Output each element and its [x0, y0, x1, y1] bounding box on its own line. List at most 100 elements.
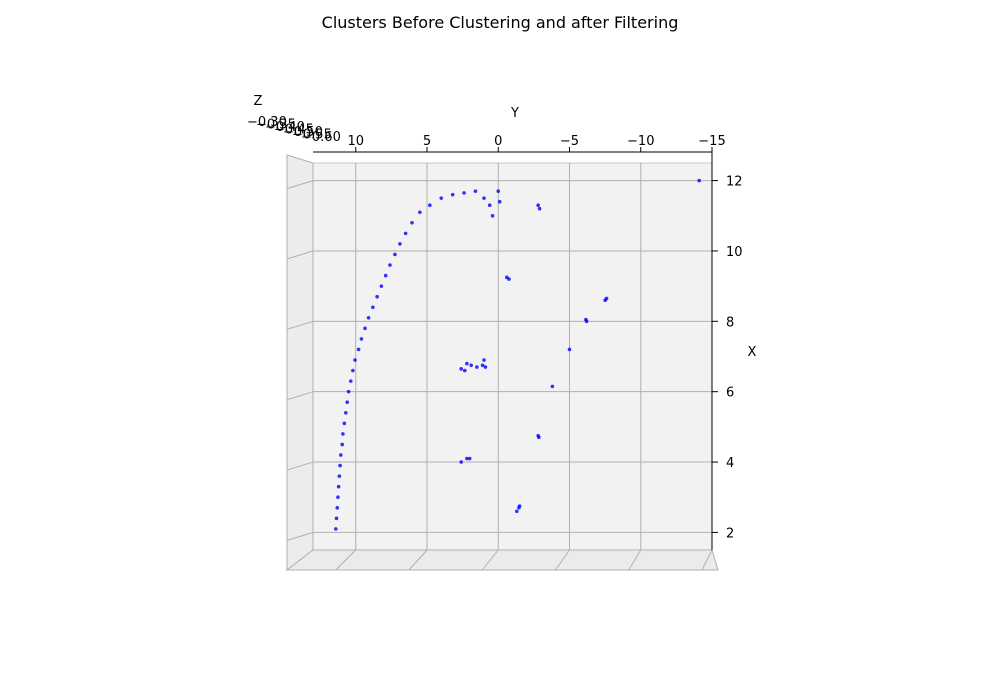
z-tick-label: −0.30 — [247, 115, 287, 130]
x-tick-label: 12 — [726, 175, 743, 190]
side-grid-line — [286, 531, 314, 541]
data-point — [343, 410, 348, 415]
z-tick-label: −0.55 — [292, 128, 332, 143]
data-point — [439, 196, 444, 200]
data-point — [483, 365, 488, 369]
y-tick-label: −5 — [560, 134, 579, 149]
data-point — [537, 435, 541, 440]
data-point — [462, 191, 466, 195]
data-point — [403, 231, 408, 236]
data-point — [487, 203, 492, 208]
data-point — [473, 189, 478, 193]
data-point — [379, 284, 384, 288]
data-point — [398, 242, 402, 246]
data-point — [567, 347, 572, 352]
data-point — [428, 203, 432, 208]
x-axis-label: X — [748, 345, 757, 360]
floor-grid-line — [701, 549, 713, 571]
data-point — [334, 516, 339, 521]
data-point — [410, 221, 414, 225]
chart-title: Clusters Before Clustering and after Fil… — [322, 13, 679, 32]
data-point — [375, 294, 379, 299]
y-tick-label: 5 — [423, 134, 431, 149]
data-point — [475, 365, 479, 369]
floor-grid-line — [408, 549, 428, 571]
data-point — [337, 474, 342, 478]
side-grid-line — [286, 391, 314, 401]
data-point — [697, 178, 701, 183]
axes — [313, 151, 713, 550]
z-tick-label: −0.60 — [301, 130, 341, 145]
y-tick-label: 0 — [494, 134, 502, 149]
data-point — [388, 263, 392, 267]
data-point — [450, 192, 455, 197]
floor-grid-line — [481, 549, 499, 571]
data-point — [359, 337, 364, 341]
z-tick-label: −0.40 — [265, 120, 305, 135]
data-point — [351, 368, 355, 373]
data-point — [584, 317, 588, 322]
z-tick-label: −0.35 — [256, 118, 296, 133]
side-grid-line — [286, 180, 314, 190]
plot-pane — [312, 162, 713, 551]
side-grid-line — [286, 250, 314, 260]
floor-grid-line — [555, 549, 570, 571]
data-point — [604, 296, 609, 301]
x-tick-label: 10 — [726, 245, 743, 260]
data-point — [393, 252, 397, 257]
side-grid-line — [286, 461, 314, 471]
data-point — [496, 189, 501, 193]
data-point — [353, 358, 357, 362]
y-axis-label: Y — [510, 106, 519, 121]
data-point — [338, 453, 343, 457]
data-point — [348, 379, 353, 383]
data-point — [514, 509, 519, 514]
y-tick-label: 10 — [347, 134, 364, 149]
data-point — [480, 363, 485, 368]
data-points — [334, 178, 701, 531]
data-point — [366, 316, 371, 320]
data-point — [345, 400, 350, 405]
data-point — [371, 305, 375, 310]
data-point — [507, 277, 511, 281]
data-point — [497, 199, 502, 204]
data-point — [459, 367, 464, 371]
y-tick-label: −10 — [627, 134, 654, 149]
data-point — [462, 368, 467, 373]
data-point — [550, 384, 555, 389]
data-point — [342, 421, 347, 426]
data-point — [346, 389, 351, 394]
data-point — [536, 203, 540, 208]
data-point — [334, 527, 338, 531]
x-tick-label: 4 — [726, 456, 734, 471]
data-point — [469, 363, 473, 368]
floor-grid-line — [335, 549, 357, 571]
data-point — [338, 463, 342, 468]
data-point — [490, 213, 495, 218]
data-point — [482, 358, 486, 362]
x-tick-label: 8 — [726, 315, 734, 330]
data-point — [465, 456, 469, 461]
data-point — [537, 206, 542, 211]
x-tick-label: 2 — [726, 526, 734, 541]
data-point — [335, 505, 340, 510]
z-axis-label: Z — [254, 94, 263, 109]
data-point — [465, 361, 469, 366]
z-tick-label: −0.50 — [283, 125, 323, 140]
z-tick-label: −0.45 — [274, 123, 314, 138]
data-point — [340, 442, 345, 447]
floor-pane — [285, 549, 719, 571]
data-point — [383, 273, 388, 278]
data-point — [341, 432, 345, 436]
x-tick-label: 6 — [726, 386, 734, 401]
data-point — [482, 196, 486, 200]
floor-grid-line — [628, 549, 642, 571]
data-point — [467, 456, 472, 461]
data-point — [356, 347, 361, 352]
side-grid-line — [286, 320, 314, 330]
data-point — [517, 505, 521, 510]
data-point — [336, 484, 341, 489]
y-tick-label: −15 — [698, 134, 725, 149]
data-point — [418, 210, 422, 215]
